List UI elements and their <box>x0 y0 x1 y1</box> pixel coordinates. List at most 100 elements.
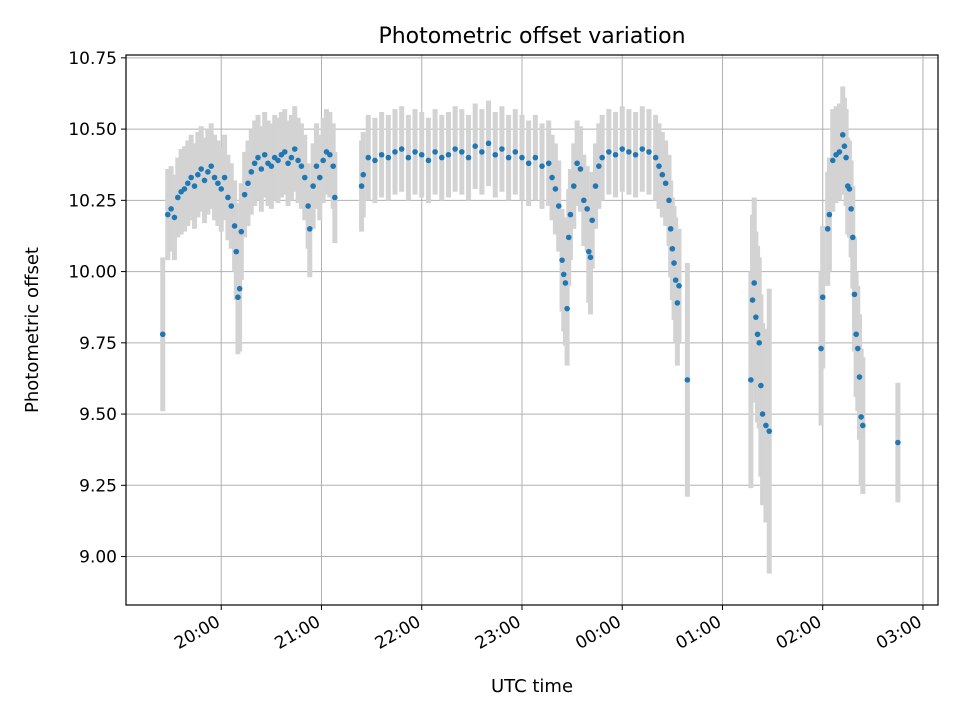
data-point <box>580 197 587 204</box>
data-point <box>545 160 552 167</box>
data-point <box>596 163 602 169</box>
y-tick-label: 10.50 <box>68 120 117 140</box>
data-point <box>225 194 231 201</box>
data-point <box>851 291 858 298</box>
data-point <box>666 197 672 204</box>
y-tick-label: 9.75 <box>79 334 117 354</box>
data-point <box>676 283 682 289</box>
data-point <box>465 154 472 161</box>
data-point <box>221 174 228 181</box>
data-point <box>836 149 843 155</box>
data-point <box>574 160 580 167</box>
data-point <box>261 151 268 158</box>
data-point <box>560 271 567 278</box>
data-point <box>268 163 275 169</box>
data-point <box>555 203 562 209</box>
data-point <box>586 248 592 255</box>
data-point <box>295 157 301 164</box>
data-point <box>385 154 392 161</box>
data-point <box>843 154 849 161</box>
data-point <box>499 146 505 152</box>
data-point <box>310 183 316 189</box>
data-point <box>853 331 859 338</box>
data-point <box>895 439 901 446</box>
data-point <box>320 157 326 164</box>
data-point <box>479 149 485 155</box>
data-point <box>559 257 565 263</box>
data-point <box>432 149 438 155</box>
data-point <box>459 149 465 155</box>
data-point <box>245 180 251 187</box>
data-point <box>824 226 831 232</box>
data-point <box>756 340 763 346</box>
data-point <box>233 248 240 255</box>
data-point <box>612 151 619 158</box>
data-point <box>619 146 626 152</box>
data-points <box>159 131 901 446</box>
data-point <box>856 374 863 380</box>
data-point <box>195 171 201 178</box>
data-point <box>174 194 181 201</box>
data-point <box>592 183 599 189</box>
x-axis-label: UTC time <box>491 676 573 697</box>
data-point <box>753 314 759 320</box>
data-point <box>306 226 313 232</box>
data-point <box>298 163 305 169</box>
data-point <box>562 280 569 286</box>
data-point <box>438 154 445 161</box>
data-point <box>201 177 208 184</box>
data-point <box>626 149 632 155</box>
data-point <box>564 305 570 312</box>
data-point <box>191 183 198 189</box>
data-point <box>549 174 555 181</box>
data-point <box>445 151 452 158</box>
data-point <box>412 149 418 155</box>
data-point <box>188 174 194 181</box>
data-point <box>492 151 499 158</box>
data-point <box>848 206 854 212</box>
data-point <box>684 377 691 383</box>
data-point <box>238 228 245 235</box>
data-point <box>398 146 405 152</box>
data-point <box>360 171 367 178</box>
data-point <box>211 174 218 181</box>
data-point <box>281 149 288 155</box>
y-tick-label: 9.00 <box>79 548 117 568</box>
data-point <box>392 149 398 155</box>
y-tick-label: 10.75 <box>68 49 117 69</box>
data-point <box>327 151 333 158</box>
data-point <box>332 194 338 201</box>
data-point <box>662 180 669 187</box>
data-point <box>860 422 866 429</box>
y-tick-label: 10.25 <box>68 191 117 211</box>
data-point <box>829 157 836 164</box>
data-point <box>669 245 676 252</box>
y-tick-label: 9.25 <box>79 476 117 496</box>
data-point <box>519 154 525 161</box>
plot-frame <box>125 54 939 606</box>
data-point <box>841 143 848 149</box>
data-point <box>485 140 492 147</box>
data-point <box>539 163 545 169</box>
y-axis-label: Photometric offset <box>22 247 43 413</box>
data-point <box>532 154 539 161</box>
data-point <box>228 203 235 209</box>
data-point <box>819 294 826 301</box>
data-point <box>231 223 238 229</box>
data-point <box>505 154 512 161</box>
data-point <box>235 294 241 301</box>
data-point <box>418 151 425 158</box>
data-point <box>358 183 365 189</box>
data-point <box>758 382 764 389</box>
data-point <box>754 331 761 338</box>
data-point <box>378 151 385 158</box>
data-point <box>425 157 432 164</box>
data-point <box>218 186 225 192</box>
data-point <box>215 180 221 187</box>
data-point <box>164 211 171 218</box>
data-point <box>472 143 478 149</box>
data-point <box>525 160 532 167</box>
data-point <box>584 206 590 212</box>
data-point <box>258 166 265 172</box>
